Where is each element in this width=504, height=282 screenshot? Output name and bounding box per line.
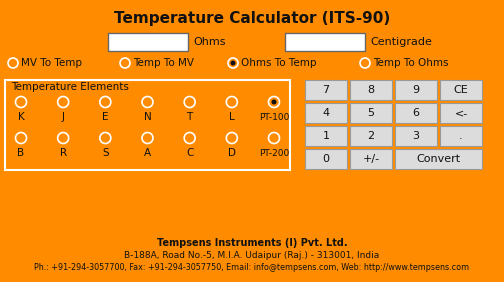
Text: R: R <box>59 148 67 158</box>
Circle shape <box>100 96 111 107</box>
Text: 3: 3 <box>412 131 419 141</box>
FancyBboxPatch shape <box>440 103 482 123</box>
Circle shape <box>142 133 153 144</box>
FancyBboxPatch shape <box>305 149 347 169</box>
Text: L: L <box>229 112 235 122</box>
Text: J: J <box>61 112 65 122</box>
Text: E: E <box>102 112 108 122</box>
Text: Temperature Calculator (ITS-90): Temperature Calculator (ITS-90) <box>114 10 390 25</box>
FancyBboxPatch shape <box>395 80 437 100</box>
Text: Ohms: Ohms <box>193 37 225 47</box>
Text: 7: 7 <box>323 85 330 95</box>
Circle shape <box>272 100 277 105</box>
Circle shape <box>226 133 237 144</box>
Circle shape <box>57 96 69 107</box>
Text: 2: 2 <box>367 131 374 141</box>
Circle shape <box>230 61 235 65</box>
Text: Temp To Ohms: Temp To Ohms <box>373 58 449 68</box>
FancyBboxPatch shape <box>350 149 392 169</box>
Text: N: N <box>144 112 151 122</box>
Text: 5: 5 <box>367 108 374 118</box>
Text: Convert: Convert <box>416 154 461 164</box>
Text: K: K <box>18 112 24 122</box>
Circle shape <box>120 58 130 68</box>
Circle shape <box>269 96 280 107</box>
FancyBboxPatch shape <box>440 80 482 100</box>
Text: B: B <box>18 148 25 158</box>
Text: .: . <box>459 131 463 141</box>
FancyBboxPatch shape <box>305 80 347 100</box>
Text: T: T <box>186 112 193 122</box>
Circle shape <box>16 133 27 144</box>
Circle shape <box>184 96 195 107</box>
Text: 9: 9 <box>412 85 419 95</box>
FancyBboxPatch shape <box>305 103 347 123</box>
FancyBboxPatch shape <box>305 126 347 146</box>
FancyBboxPatch shape <box>395 103 437 123</box>
Circle shape <box>16 96 27 107</box>
Text: 8: 8 <box>367 85 374 95</box>
Circle shape <box>8 58 18 68</box>
Circle shape <box>269 133 280 144</box>
FancyBboxPatch shape <box>108 33 188 51</box>
Text: C: C <box>186 148 194 158</box>
Text: 1: 1 <box>323 131 330 141</box>
FancyBboxPatch shape <box>395 126 437 146</box>
Text: 0: 0 <box>323 154 330 164</box>
Text: <-: <- <box>455 108 468 118</box>
Text: Temperature Elements: Temperature Elements <box>11 82 129 92</box>
Text: D: D <box>228 148 236 158</box>
Text: PT-200: PT-200 <box>259 149 289 158</box>
FancyBboxPatch shape <box>350 80 392 100</box>
Text: CE: CE <box>454 85 468 95</box>
Text: Ph.: +91-294-3057700, Fax: +91-294-3057750, Email: info@tempsens.com, Web: http:: Ph.: +91-294-3057700, Fax: +91-294-30577… <box>34 263 470 272</box>
FancyBboxPatch shape <box>440 126 482 146</box>
FancyBboxPatch shape <box>5 80 290 170</box>
Text: Tempsens Instruments (I) Pvt. Ltd.: Tempsens Instruments (I) Pvt. Ltd. <box>157 238 347 248</box>
Circle shape <box>228 58 238 68</box>
Text: PT-100: PT-100 <box>259 113 289 122</box>
Circle shape <box>184 133 195 144</box>
Text: B-188A, Road No.-5, M.I.A. Udaipur (Raj.) - 313001, India: B-188A, Road No.-5, M.I.A. Udaipur (Raj.… <box>124 252 380 261</box>
Text: +/-: +/- <box>362 154 380 164</box>
Circle shape <box>360 58 370 68</box>
Text: S: S <box>102 148 109 158</box>
Circle shape <box>57 133 69 144</box>
Text: 4: 4 <box>323 108 330 118</box>
Text: A: A <box>144 148 151 158</box>
Text: Temp To MV: Temp To MV <box>133 58 194 68</box>
FancyBboxPatch shape <box>395 149 482 169</box>
FancyBboxPatch shape <box>350 103 392 123</box>
FancyBboxPatch shape <box>350 126 392 146</box>
Text: MV To Temp: MV To Temp <box>21 58 82 68</box>
Text: Centigrade: Centigrade <box>370 37 432 47</box>
Text: 6: 6 <box>412 108 419 118</box>
FancyBboxPatch shape <box>285 33 365 51</box>
Circle shape <box>142 96 153 107</box>
Circle shape <box>226 96 237 107</box>
Circle shape <box>100 133 111 144</box>
Text: Ohms To Temp: Ohms To Temp <box>241 58 317 68</box>
